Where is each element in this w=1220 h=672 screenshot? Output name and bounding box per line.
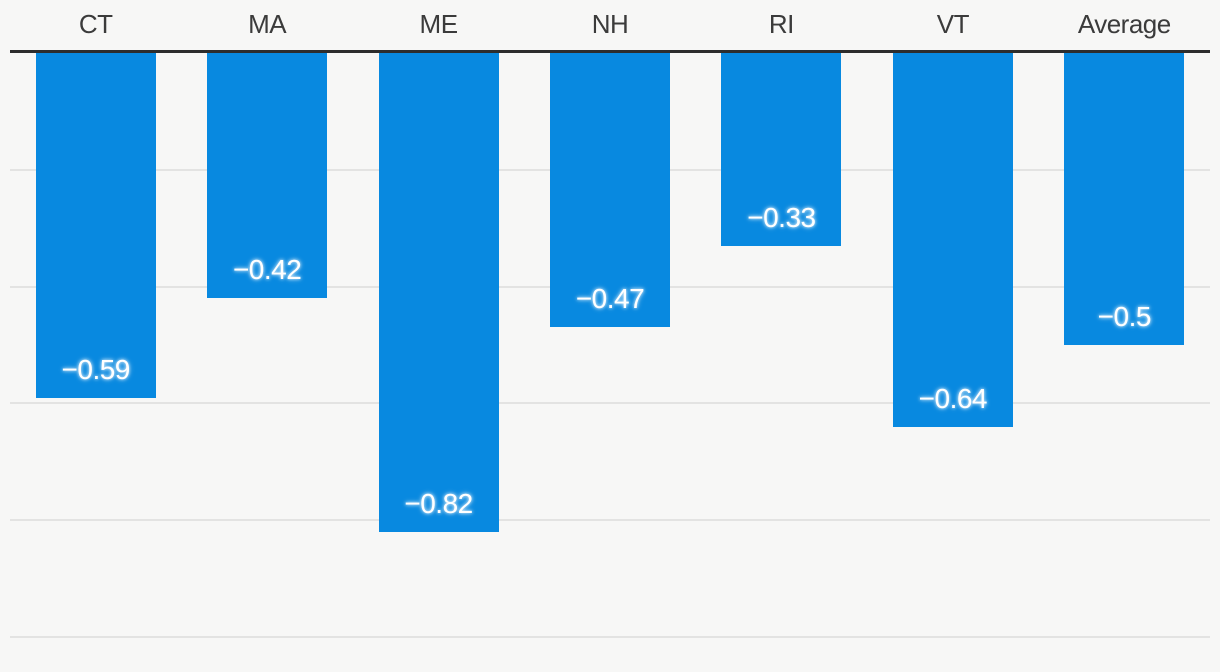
category-label: Average xyxy=(1077,9,1171,39)
gridline xyxy=(10,519,1210,522)
value-label: −0.42 xyxy=(232,254,302,286)
bar-ma: −0.42 xyxy=(207,53,328,299)
value-label: −0.82 xyxy=(404,487,473,519)
gridline xyxy=(10,636,1210,638)
bar-nh: −0.47 xyxy=(550,53,670,328)
value-label: −0.59 xyxy=(61,353,131,385)
bar-me: −0.82 xyxy=(378,53,499,532)
category-label: RI xyxy=(768,9,795,39)
category-label: MA xyxy=(248,9,287,39)
bar-vt: −0.64 xyxy=(892,53,1013,427)
bar-average: −0.5 xyxy=(1064,53,1185,345)
value-label: −0.47 xyxy=(575,283,645,315)
category-label: ME xyxy=(419,9,459,39)
gridline xyxy=(10,402,1210,405)
bar-ri: −0.33 xyxy=(721,53,842,246)
zero-axis-line xyxy=(10,50,1210,53)
category-label: CT xyxy=(78,9,113,39)
category-label: NH xyxy=(591,9,629,39)
value-label: −0.5 xyxy=(1097,301,1152,332)
category-label: VT xyxy=(936,9,970,39)
value-label: −0.33 xyxy=(747,201,816,233)
bar-ct: −0.59 xyxy=(35,53,156,398)
value-label: −0.64 xyxy=(918,382,988,414)
